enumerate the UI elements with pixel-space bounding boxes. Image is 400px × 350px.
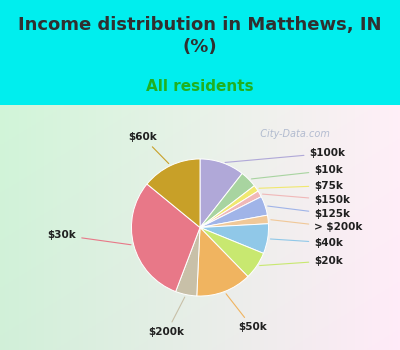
Wedge shape [200, 186, 258, 228]
Wedge shape [132, 184, 200, 292]
Wedge shape [197, 228, 248, 296]
Wedge shape [200, 224, 268, 253]
Text: $150k: $150k [262, 194, 350, 205]
Text: All residents: All residents [146, 79, 254, 94]
Wedge shape [200, 215, 268, 228]
Text: $50k: $50k [226, 294, 267, 332]
Text: $100k: $100k [225, 148, 346, 162]
Text: $30k: $30k [48, 230, 131, 245]
Text: $20k: $20k [260, 256, 343, 266]
Text: $125k: $125k [268, 206, 350, 219]
Text: $60k: $60k [128, 132, 169, 163]
Text: > $200k: > $200k [271, 220, 363, 232]
Text: $40k: $40k [270, 238, 343, 248]
Text: $10k: $10k [252, 166, 343, 179]
Wedge shape [147, 159, 200, 228]
Text: $200k: $200k [149, 297, 185, 337]
Wedge shape [176, 228, 200, 296]
Text: Income distribution in Matthews, IN
(%): Income distribution in Matthews, IN (%) [18, 16, 382, 56]
Text: City-Data.com: City-Data.com [254, 130, 330, 139]
Wedge shape [200, 191, 261, 228]
Wedge shape [200, 197, 268, 228]
Text: $75k: $75k [259, 181, 343, 191]
Wedge shape [200, 228, 264, 276]
Wedge shape [200, 159, 242, 228]
Wedge shape [200, 174, 254, 228]
